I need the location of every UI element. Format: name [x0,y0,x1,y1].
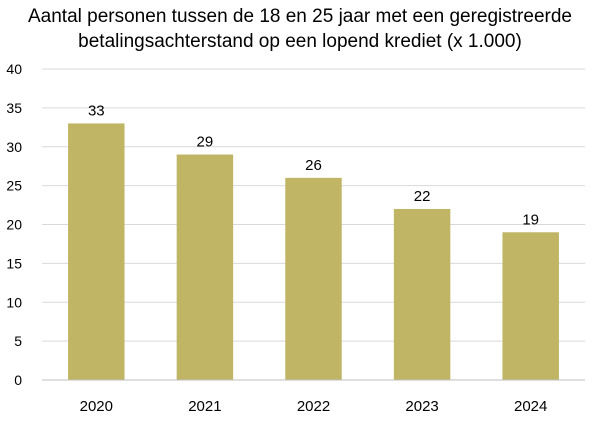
y-tick-label: 40 [6,61,22,77]
chart-title-line-2: betalingsachterstand op een lopend kredi… [78,31,522,52]
y-tick-label: 0 [14,372,22,388]
bar-2021 [176,154,234,380]
y-tick-label: 20 [6,217,22,233]
y-tick-label: 15 [6,255,22,271]
bar-2024 [502,232,559,380]
y-tick-label: 10 [6,294,22,310]
y-tick-label: 35 [6,100,22,116]
bar-2023 [393,208,451,380]
data-label: 22 [414,188,431,205]
chart-title-line-1: Aantal personen tussen de 18 en 25 jaar … [28,6,572,27]
bar-2020 [68,123,125,381]
data-label: 26 [305,157,322,174]
chart-title: Aantal personen tussen de 18 en 25 jaar … [0,4,600,54]
y-tick-label: 25 [6,178,22,194]
x-tick-label: 2021 [188,398,221,415]
data-label: 29 [197,134,214,151]
x-tick-label: 2022 [297,398,330,415]
bar-2022 [285,177,342,380]
data-label: 19 [522,211,539,228]
data-label: 33 [88,102,105,119]
x-tick-label: 2024 [514,398,547,415]
x-tick-label: 2023 [405,398,438,415]
x-tick-label: 2020 [80,398,113,415]
y-tick-label: 30 [6,139,22,155]
y-tick-label: 5 [14,333,22,349]
